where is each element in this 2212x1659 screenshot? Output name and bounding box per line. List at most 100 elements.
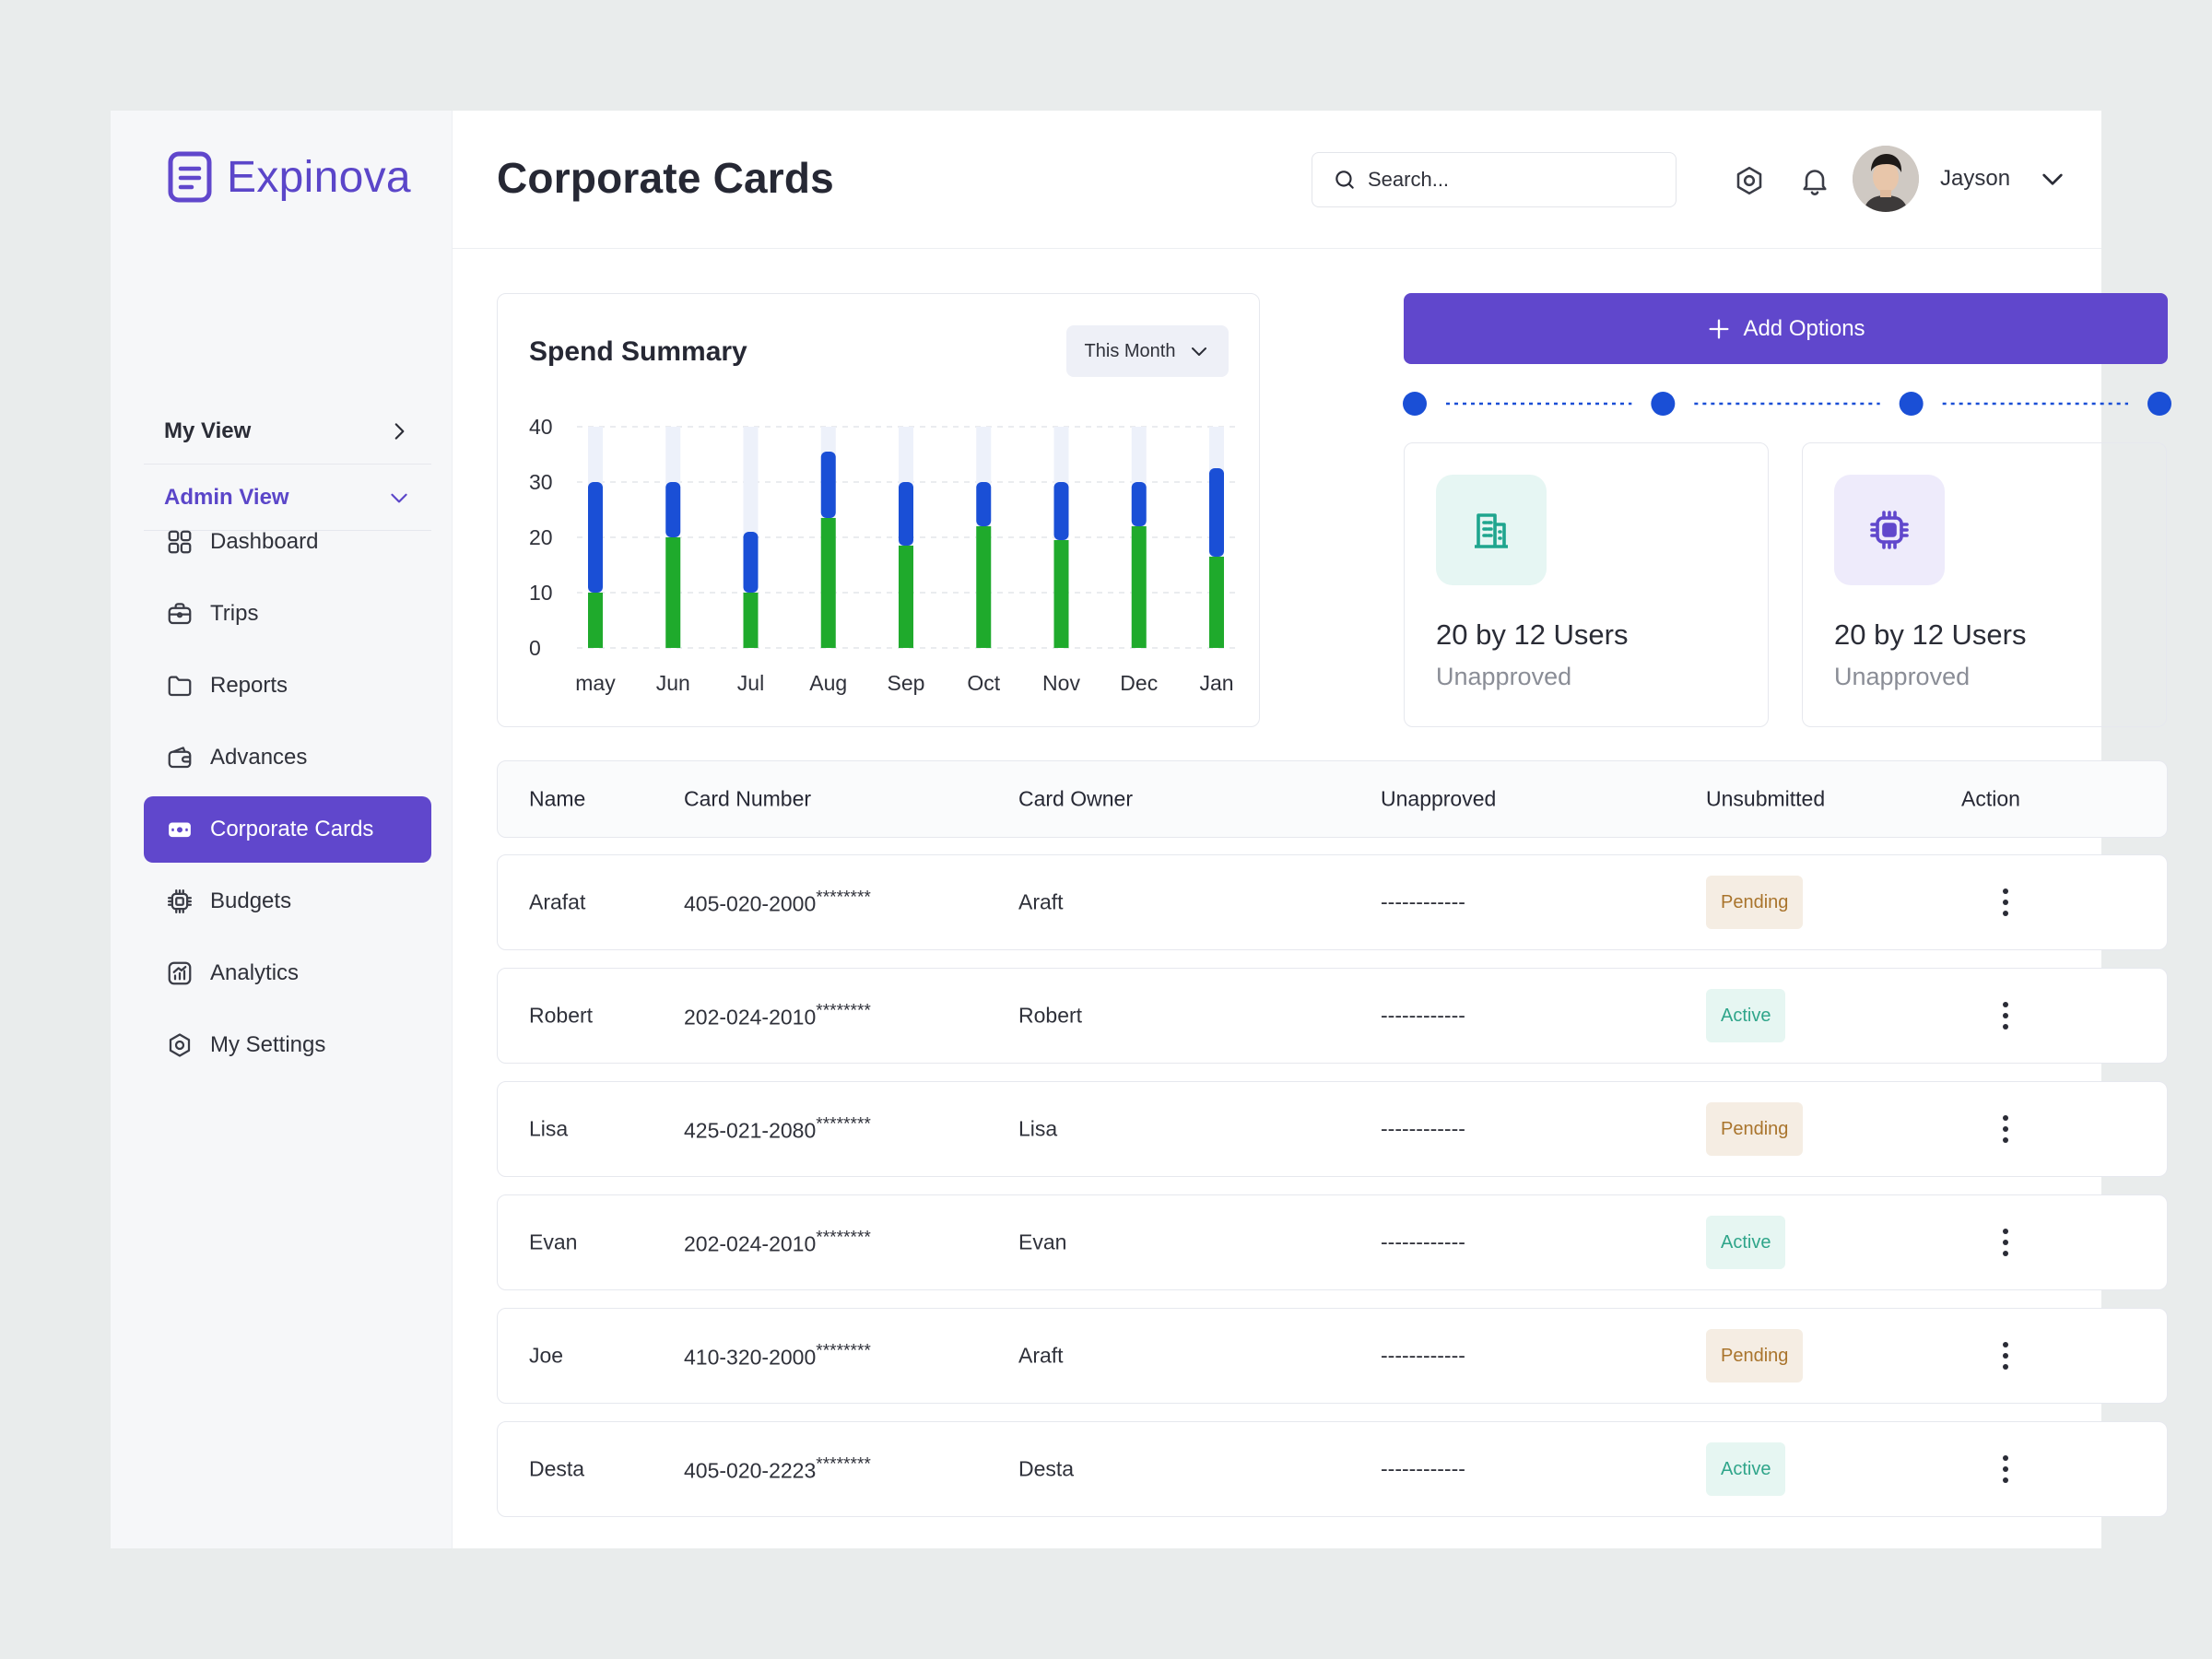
status-badge: Active bbox=[1706, 989, 1786, 1042]
bar-segment bbox=[743, 532, 759, 593]
cell-name: Lisa bbox=[529, 1116, 569, 1141]
card-number: 425-021-2080 bbox=[684, 1118, 817, 1143]
settings-button[interactable] bbox=[1733, 164, 1766, 197]
sidebar-item-reports[interactable]: Reports bbox=[144, 653, 431, 719]
brand-logo[interactable]: Expinova bbox=[168, 151, 411, 203]
bar-segment bbox=[820, 452, 836, 518]
stat-value: 20 by 12 Users bbox=[1436, 618, 1629, 651]
period-dropdown[interactable]: This Month bbox=[1066, 325, 1229, 377]
add-options-button[interactable]: Add Options bbox=[1404, 293, 2168, 364]
avatar[interactable] bbox=[1853, 146, 1919, 212]
more-options-icon[interactable] bbox=[1992, 1224, 2019, 1261]
card-mask: ******** bbox=[816, 1228, 871, 1248]
bar-segment bbox=[1131, 482, 1147, 526]
sidebar-item-budgets[interactable]: Budgets bbox=[144, 868, 431, 935]
stat-card-unapproved-users[interactable]: 20 by 12 Users Unapproved bbox=[1802, 442, 2167, 727]
table-row[interactable]: Lisa 425-021-2080******** Lisa ---------… bbox=[497, 1081, 2168, 1177]
wallet-icon bbox=[166, 744, 194, 771]
period-label: This Month bbox=[1084, 340, 1176, 361]
sidebar-item-corporate-cards[interactable]: Corporate Cards bbox=[144, 796, 431, 863]
my-view-toggle[interactable]: My View bbox=[144, 398, 431, 465]
sidebar-item-advances[interactable]: Advances bbox=[144, 724, 431, 791]
admin-view-toggle[interactable]: Admin View bbox=[144, 465, 431, 531]
stepper-dot[interactable] bbox=[1899, 392, 1924, 416]
bar-segment bbox=[1209, 468, 1224, 557]
chevron-right-icon bbox=[394, 422, 405, 440]
sidebar: Expinova My View Admin View Dashboard Tr… bbox=[111, 111, 453, 1548]
cell-name: Arafat bbox=[529, 889, 586, 914]
sidebar-item-trips[interactable]: Trips bbox=[144, 581, 431, 647]
y-tick-label: 30 bbox=[529, 470, 553, 494]
x-tick-label: Oct bbox=[967, 671, 1000, 695]
notifications-button[interactable] bbox=[1798, 164, 1831, 197]
card-number: 202-024-2010 bbox=[684, 1231, 817, 1256]
y-tick-label: 40 bbox=[529, 415, 553, 439]
column-header-unapproved[interactable]: Unapproved bbox=[1381, 786, 1497, 811]
add-options-label: Add Options bbox=[1743, 315, 1865, 341]
progress-stepper bbox=[1403, 392, 2171, 416]
bar-segment bbox=[820, 518, 836, 648]
status-badge: Pending bbox=[1706, 1329, 1804, 1382]
table-row[interactable]: Evan 202-024-2010******** Evan ---------… bbox=[497, 1194, 2168, 1290]
more-options-icon[interactable] bbox=[1992, 884, 2019, 921]
spend-summary-card: Spend Summary This Month 0 10 20 30 40 may Jun… bbox=[497, 293, 1260, 727]
table-row[interactable]: Joe 410-320-2000******** Araft ---------… bbox=[497, 1308, 2168, 1404]
more-options-icon[interactable] bbox=[1992, 997, 2019, 1034]
sidebar-item-label: Dashboard bbox=[210, 529, 319, 554]
cell-card-owner: Araft bbox=[1018, 889, 1064, 914]
user-name: Jayson bbox=[1940, 166, 2011, 191]
bar-segment bbox=[899, 546, 913, 648]
cell-card-number: 425-021-2080******** bbox=[684, 1115, 871, 1144]
status-badge: Pending bbox=[1706, 876, 1804, 929]
column-header-card-number[interactable]: Card Number bbox=[684, 786, 812, 811]
column-header-action: Action bbox=[1961, 786, 2020, 811]
search-input[interactable] bbox=[1368, 168, 1644, 192]
bar-segment bbox=[976, 482, 992, 526]
stat-label: Unapproved bbox=[1436, 663, 1572, 690]
column-header-card-owner[interactable]: Card Owner bbox=[1018, 786, 1133, 811]
sidebar-item-label: Analytics bbox=[210, 960, 300, 985]
chevron-down-icon[interactable] bbox=[2038, 164, 2067, 194]
card-mask: ******** bbox=[816, 888, 871, 908]
admin-view-label: Admin View bbox=[164, 484, 289, 510]
settings-icon bbox=[166, 1031, 194, 1059]
more-options-icon[interactable] bbox=[1992, 1337, 2019, 1374]
bar-segment bbox=[665, 537, 681, 648]
stepper-dot[interactable] bbox=[2147, 392, 2171, 416]
y-tick-label: 0 bbox=[529, 636, 541, 660]
stat-icon-tile bbox=[1436, 475, 1547, 585]
more-options-icon[interactable] bbox=[1992, 1451, 2019, 1488]
bell-icon bbox=[1803, 170, 1827, 195]
chevron-down-icon bbox=[1192, 347, 1207, 356]
sidebar-item-dashboard[interactable]: Dashboard bbox=[144, 509, 431, 575]
stepper-dot[interactable] bbox=[1403, 392, 1427, 416]
sidebar-item-analytics[interactable]: Analytics bbox=[144, 940, 431, 1006]
app-window: Expinova My View Admin View Dashboard Tr… bbox=[111, 111, 2171, 1548]
table-row[interactable]: Desta 405-020-2223******** Desta -------… bbox=[497, 1421, 2168, 1517]
chip-icon bbox=[166, 888, 194, 915]
bar-segment bbox=[976, 526, 992, 648]
sidebar-nav: Dashboard Trips Reports Advances Corpora… bbox=[144, 509, 431, 1084]
stepper-dot[interactable] bbox=[1651, 392, 1676, 416]
status-badge: Active bbox=[1706, 1216, 1786, 1269]
x-tick-label: Jul bbox=[737, 671, 764, 695]
sidebar-item-my-settings[interactable]: My Settings bbox=[144, 1012, 431, 1078]
more-options-icon[interactable] bbox=[1992, 1111, 2019, 1147]
sidebar-item-label: Budgets bbox=[210, 888, 292, 913]
table-row[interactable]: Arafat 405-020-2000******** Araft ------… bbox=[497, 854, 2168, 950]
bar-segment bbox=[743, 593, 759, 648]
stat-card-unapproved-users[interactable]: 20 by 12 Users Unapproved bbox=[1404, 442, 1769, 727]
cell-card-number: 202-024-2010******** bbox=[684, 1002, 871, 1030]
x-tick-label: Dec bbox=[1120, 671, 1158, 695]
column-header-name[interactable]: Name bbox=[529, 786, 586, 811]
brand-name: Expinova bbox=[227, 152, 411, 202]
folder-icon bbox=[166, 672, 194, 700]
table-row[interactable]: Robert 202-024-2010******** Robert -----… bbox=[497, 968, 2168, 1064]
table-header: Name Card Number Card Owner Unapproved U… bbox=[497, 760, 2168, 838]
search-box[interactable] bbox=[1312, 152, 1677, 207]
cell-card-number: 202-024-2010******** bbox=[684, 1229, 871, 1257]
column-header-unsubmitted[interactable]: Unsubmitted bbox=[1706, 786, 1826, 811]
x-tick-label: Jan bbox=[1199, 671, 1233, 695]
x-tick-label: Sep bbox=[888, 671, 925, 695]
chip-icon bbox=[1870, 511, 1909, 549]
